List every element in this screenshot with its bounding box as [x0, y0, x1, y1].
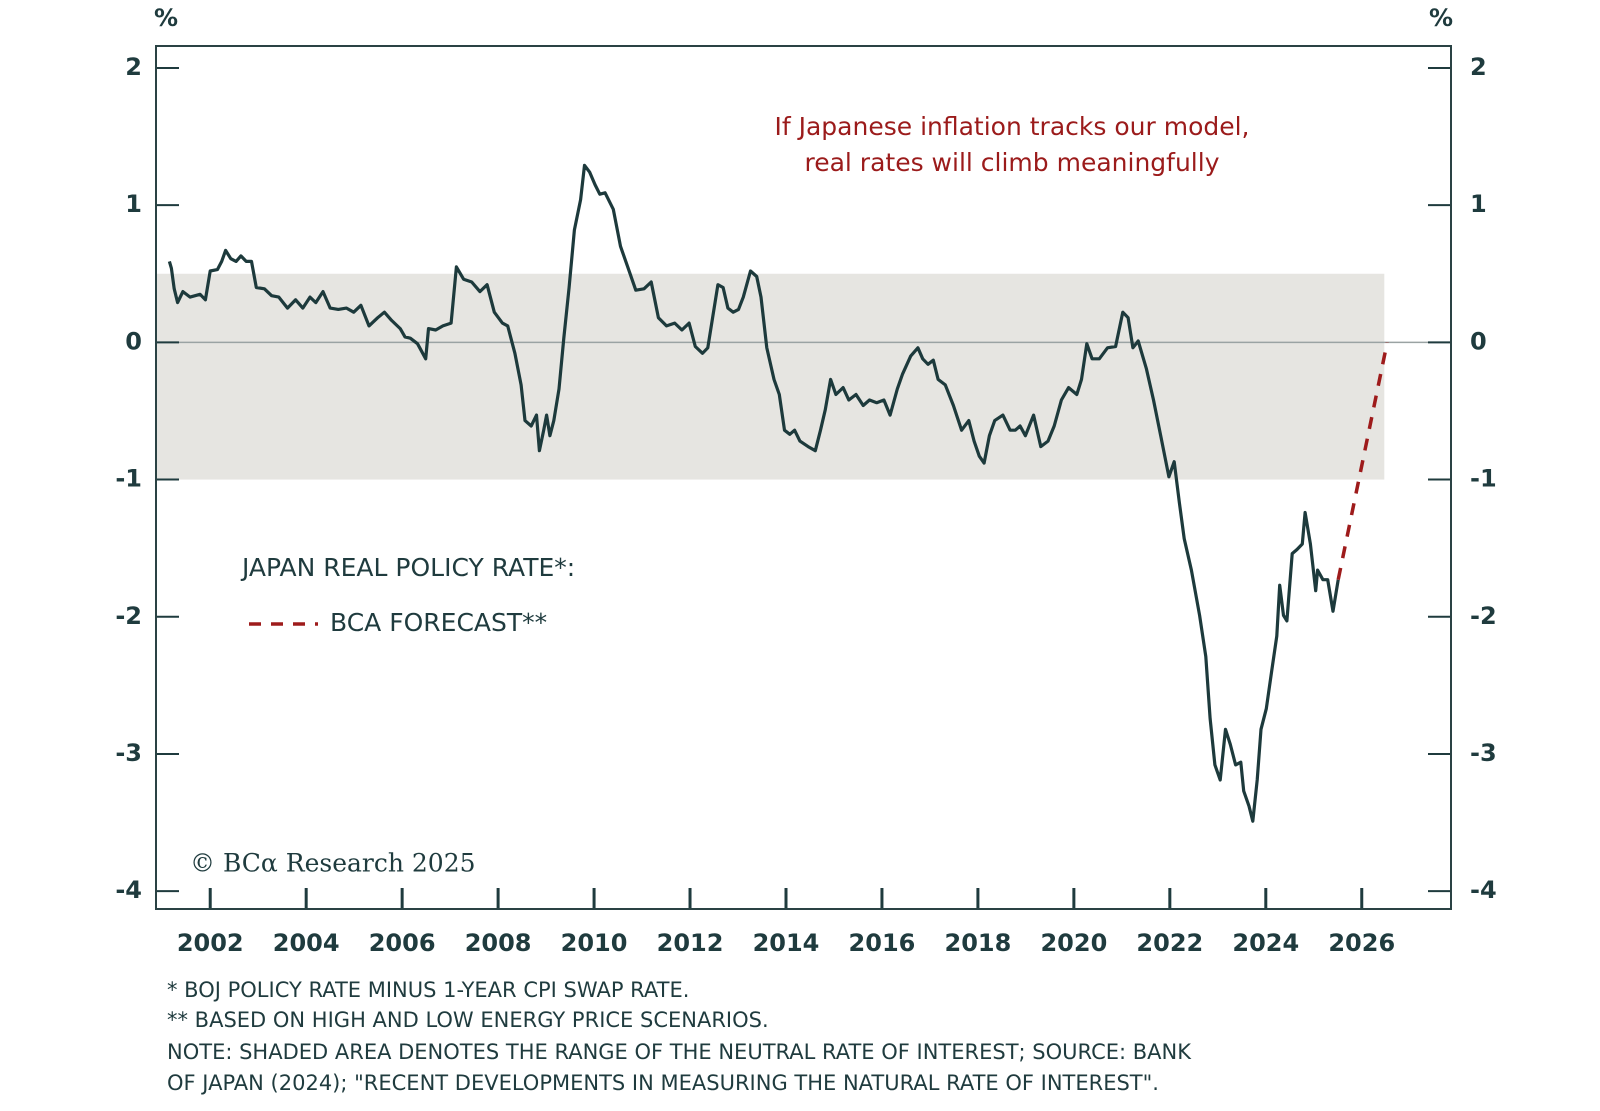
- y2-tick-label: 1: [1470, 190, 1487, 218]
- y2-tick-label: -3: [1470, 739, 1497, 767]
- y-tick-label: -1: [115, 465, 142, 493]
- y-tick-label: 1: [125, 190, 142, 218]
- y2-tick-label: -4: [1470, 876, 1497, 904]
- annotation: If Japanese inflation tracks our model,: [774, 112, 1249, 141]
- y-tick-label: -4: [115, 876, 142, 904]
- y2-tick-label: -2: [1470, 602, 1497, 630]
- neutral-rate-band: [156, 273, 1385, 480]
- plot-frame: [155, 45, 1452, 910]
- footnote: * BOJ POLICY RATE MINUS 1-YEAR CPI SWAP …: [167, 978, 689, 1002]
- legend-title: JAPAN REAL POLICY RATE*:: [240, 553, 575, 582]
- y-tick-label: 2: [125, 53, 142, 81]
- x-tick-label: 2024: [1232, 929, 1299, 957]
- y2-tick-label: -1: [1470, 465, 1497, 493]
- footnote: OF JAPAN (2024); "RECENT DEVELOPMENTS IN…: [167, 1071, 1159, 1095]
- y-unit: %: [154, 4, 178, 32]
- y2-tick-label: 2: [1470, 53, 1487, 81]
- x-tick-label: 2012: [657, 929, 724, 957]
- y2-unit: %: [1429, 4, 1453, 32]
- legend-label: BCA FORECAST**: [330, 608, 547, 637]
- y2-tick-label: 0: [1470, 327, 1487, 355]
- annotation: real rates will climb meaningfully: [804, 148, 1219, 177]
- x-tick-label: 2018: [945, 929, 1012, 957]
- footnote: ** BASED ON HIGH AND LOW ENERGY PRICE SC…: [167, 1008, 769, 1032]
- rate-line: [167, 163, 1340, 823]
- y-tick-label: -2: [115, 602, 142, 630]
- x-tick-label: 2020: [1040, 929, 1107, 957]
- plot-layer: 2 1 0 -1 -2 -3 -4 2 1 0 -1 -2 -3 -4 2002 2004 2006 2008 20…: [115, 45, 1497, 957]
- footnote: NOTE: SHADED AREA DENOTES THE RANGE OF T…: [167, 1040, 1192, 1064]
- x-tick-label: 2026: [1328, 929, 1395, 957]
- x-tick-label: 2006: [369, 929, 436, 957]
- x-tick-label: 2014: [753, 929, 820, 957]
- forecast-line: [1336, 342, 1389, 581]
- y-tick-label: 0: [125, 327, 142, 355]
- x-tick-label: 2016: [849, 929, 916, 957]
- x-tick-label: 2008: [465, 929, 532, 957]
- x-tick-label: 2010: [561, 929, 628, 957]
- y-tick-label: -3: [115, 739, 142, 767]
- copyright: © BCα Research 2025: [190, 849, 476, 878]
- x-tick-label: 2022: [1136, 929, 1203, 957]
- x-tick-label: 2004: [273, 929, 340, 957]
- x-tick-label: 2002: [177, 929, 244, 957]
